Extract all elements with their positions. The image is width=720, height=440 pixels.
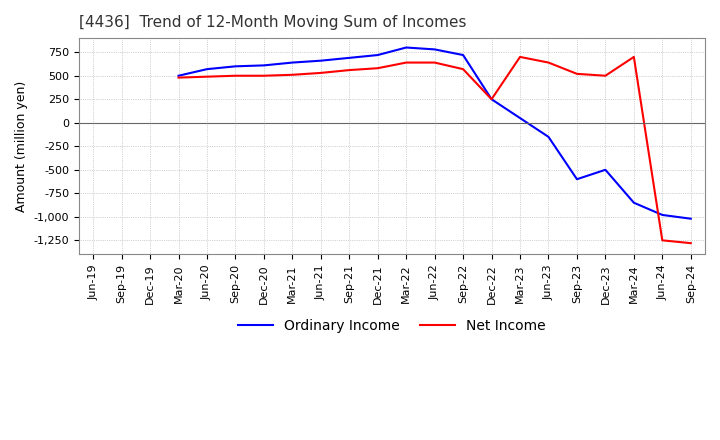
Net Income [317, 70, 325, 76]
Net Income [572, 71, 581, 77]
Ordinary Income [431, 47, 439, 52]
Net Income [174, 75, 183, 80]
Ordinary Income [231, 64, 240, 69]
Net Income [402, 60, 410, 65]
Net Income [544, 60, 553, 65]
Net Income [601, 73, 610, 78]
Net Income [629, 54, 638, 59]
Net Income [658, 238, 667, 243]
Ordinary Income [516, 115, 524, 121]
Ordinary Income [572, 176, 581, 182]
Ordinary Income [487, 97, 496, 102]
Ordinary Income [459, 52, 467, 58]
Ordinary Income [202, 66, 211, 72]
Net Income [288, 72, 297, 77]
Net Income [374, 66, 382, 71]
Net Income [202, 74, 211, 79]
Ordinary Income [601, 167, 610, 172]
Ordinary Income [260, 63, 269, 68]
Line: Net Income: Net Income [179, 57, 690, 243]
Ordinary Income [544, 134, 553, 139]
Line: Ordinary Income: Ordinary Income [179, 48, 690, 219]
Ordinary Income [345, 55, 354, 61]
Legend: Ordinary Income, Net Income: Ordinary Income, Net Income [233, 313, 552, 338]
Y-axis label: Amount (million yen): Amount (million yen) [15, 81, 28, 212]
Ordinary Income [174, 73, 183, 78]
Text: [4436]  Trend of 12-Month Moving Sum of Incomes: [4436] Trend of 12-Month Moving Sum of I… [79, 15, 467, 30]
Ordinary Income [317, 58, 325, 63]
Net Income [516, 54, 524, 59]
Net Income [487, 97, 496, 102]
Ordinary Income [374, 52, 382, 58]
Net Income [231, 73, 240, 78]
Ordinary Income [686, 216, 695, 221]
Net Income [459, 66, 467, 72]
Net Income [686, 241, 695, 246]
Net Income [431, 60, 439, 65]
Net Income [345, 67, 354, 73]
Ordinary Income [288, 60, 297, 65]
Ordinary Income [629, 200, 638, 205]
Ordinary Income [402, 45, 410, 50]
Ordinary Income [658, 213, 667, 218]
Net Income [260, 73, 269, 78]
